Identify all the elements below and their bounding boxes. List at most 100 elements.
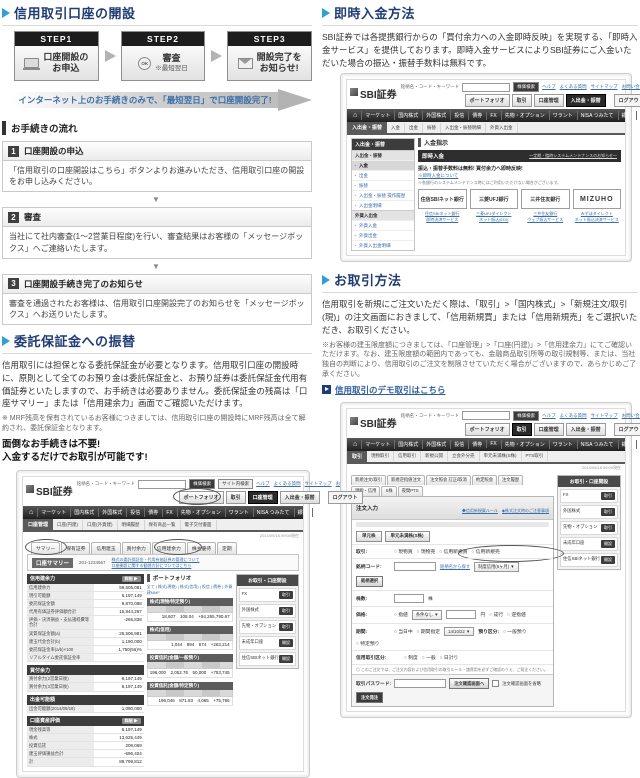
open-trade-button[interactable]: 取引 (601, 507, 615, 516)
account-tab[interactable]: 株主優待 (186, 542, 217, 555)
header-nav-button[interactable]: 入出金・振替 (279, 491, 320, 505)
about-instant-deposit-link[interactable]: ※即時入金について (418, 173, 459, 179)
nav-item[interactable]: 銀行 (617, 111, 635, 121)
summary-tip-link[interactable]: 口座開設に関する勧誘方針についてはこちら (111, 562, 192, 568)
quantity-input[interactable] (394, 593, 424, 603)
header-link[interactable]: サイトマップ (590, 412, 618, 418)
header-nav-button[interactable]: 入出金・振替 (565, 422, 606, 436)
sidebar-item[interactable]: 外貨入金 (352, 220, 414, 230)
header-nav-button[interactable]: 口座管理 (533, 422, 564, 436)
order-tab[interactable]: 注文照会 訂正/取消 (426, 474, 471, 485)
open-trade-button[interactable]: 取引 (601, 523, 615, 532)
stop-price-radio[interactable]: 逆指値 (507, 611, 525, 618)
home-icon[interactable]: ⌂ (29, 509, 34, 517)
nav-item[interactable]: 保険 (635, 111, 640, 121)
subnav-item[interactable]: 単元未満株(S株) (480, 451, 522, 462)
bank-service-link[interactable]: 三井住友銀行 (533, 211, 558, 217)
nav-item[interactable]: 銀行 (293, 508, 311, 518)
header-link[interactable]: ヘルプ (542, 412, 556, 418)
nav-item[interactable]: 債券 (468, 439, 485, 449)
header-nav-button[interactable]: ポートフォリオ (464, 94, 510, 108)
nav-item[interactable]: 投信 (126, 508, 143, 518)
nav-item[interactable]: 国内株式 (70, 508, 97, 518)
nav-item[interactable]: マーケット (37, 508, 69, 518)
header-link[interactable]: サイトマップ (590, 84, 618, 90)
subnav-item[interactable]: 電子交付書面 (181, 519, 217, 530)
order-rule-link[interactable]: ◆信用新規買ルール (461, 507, 498, 513)
sidebar-item[interactable]: 入出金・振替 操作履歴 (352, 190, 414, 200)
nav-item[interactable]: 先物・オプション (500, 111, 548, 121)
price-condition-select[interactable]: 条件なし ▼ (411, 609, 443, 620)
open-trade-button[interactable]: 開設 (279, 654, 293, 663)
search-by-name-link[interactable]: 銘柄名から探す (440, 563, 471, 569)
header-nav-button[interactable]: ログアウト (327, 491, 363, 505)
specific-deposit-radio[interactable]: 特定預り (356, 640, 379, 647)
subnav-active[interactable]: 口座管理 (23, 519, 54, 531)
bank-service-link[interactable]: みずほダイレクト (580, 211, 613, 217)
bank-service-link[interactable]: ネット振込決済サービス (574, 216, 619, 222)
header-nav-button[interactable]: 取引 (511, 422, 532, 436)
nav-item[interactable]: ワラント (548, 111, 576, 121)
nav-item[interactable]: 債券 (468, 111, 485, 121)
header-link[interactable]: よくある質問 (559, 84, 587, 90)
order-tab[interactable]: 約定照会 (471, 474, 498, 485)
subnav-item[interactable]: 立会外分売 (448, 451, 480, 462)
open-trade-button[interactable]: 取引 (279, 606, 293, 615)
select-ticker-button[interactable]: 銘柄選択 (356, 575, 384, 587)
subnav-item[interactable]: 保有商品一覧 (145, 519, 181, 530)
subnav-item[interactable]: 信用取引 (394, 451, 422, 462)
subnav-item[interactable]: 入金 (387, 122, 406, 133)
search-input[interactable] (462, 82, 511, 92)
subnav-active[interactable]: 取引 (347, 450, 368, 462)
nav-item[interactable]: NISA つみたて (576, 111, 617, 121)
unit-type-button[interactable]: 単元未満株(S株) (384, 530, 430, 542)
nav-item[interactable]: 先物・オプション (500, 439, 548, 449)
today-radio[interactable]: 当日中 (394, 628, 412, 635)
sidebar-item[interactable]: 出金 (352, 170, 414, 180)
stock-search-button[interactable]: 株価検索 (189, 479, 216, 490)
nav-item[interactable]: 保険 (635, 439, 640, 449)
subnav-item[interactable]: 出金 (405, 122, 424, 133)
header-link[interactable]: ヘルプ (256, 481, 270, 487)
nav-item[interactable]: ワラント (224, 508, 252, 518)
detail-button[interactable]: 詳細 ▶ (121, 717, 141, 724)
general-credit-radio[interactable]: 一般 (422, 654, 436, 661)
subnav-item[interactable]: PTS取引 (522, 451, 549, 462)
bank-service-link[interactable]: 住信SBIネット銀行 (425, 211, 460, 217)
nav-item[interactable]: マーケット (361, 439, 393, 449)
price-input[interactable] (446, 610, 477, 620)
nav-item[interactable]: FX (486, 440, 499, 449)
home-icon[interactable]: ⌂ (353, 440, 358, 448)
order-rule-link[interactable]: ◆株式注文時のご注意事項 (501, 507, 549, 513)
order-tab[interactable]: 新規注文/取引 (351, 474, 386, 485)
header-link[interactable]: サイトマップ (304, 481, 332, 487)
account-tab[interactable]: 信用建余力 (151, 542, 186, 555)
bank-logo[interactable]: 三菱UFJ銀行 (469, 189, 518, 210)
open-trade-button[interactable]: 取引 (279, 622, 293, 631)
open-trade-button[interactable]: 開設 (601, 555, 615, 564)
open-trade-button[interactable]: 取引 (601, 491, 615, 500)
subnav-item[interactable]: 明細履歴 (118, 519, 145, 530)
nav-item[interactable]: 国内株式 (394, 111, 421, 121)
header-nav-button[interactable]: ポートフォリオ (178, 491, 224, 505)
order-subtab[interactable]: S株 (381, 485, 397, 496)
nav-item[interactable]: NISA つみたて (576, 439, 617, 449)
subnav-item[interactable]: 入出金・振替明細 (441, 122, 487, 133)
nav-item[interactable]: 先物・オプション (176, 508, 224, 518)
sidebar-item[interactable]: 外貨入出金明細 (352, 240, 414, 250)
search-input[interactable] (462, 411, 511, 421)
header-nav-button[interactable]: ログアウト (613, 422, 640, 436)
nav-item[interactable]: ワラント (548, 439, 576, 449)
header-nav-button[interactable]: ログアウト (613, 94, 640, 108)
credit-type-select[interactable]: 制度信用(6ヶ月) ▼ (474, 561, 519, 572)
demo-trade-link[interactable]: 信用取引のデモ取引はこちら (335, 384, 446, 395)
bank-service-link[interactable]: 即時決済サービス (426, 216, 459, 222)
stock-search-button[interactable]: 株価検索 (513, 410, 540, 421)
subnav-item[interactable]: 新規公開 (421, 451, 449, 462)
sidebar-item[interactable]: 外貨出金 (352, 230, 414, 240)
sidebar-item[interactable]: 入金 (352, 160, 414, 171)
nav-item[interactable]: 外国株式 (422, 111, 449, 121)
subnav-item[interactable]: 振替 (423, 122, 442, 133)
nav-item[interactable]: 外国株式 (98, 508, 125, 518)
period-radio[interactable]: 期間指定 (417, 628, 440, 635)
